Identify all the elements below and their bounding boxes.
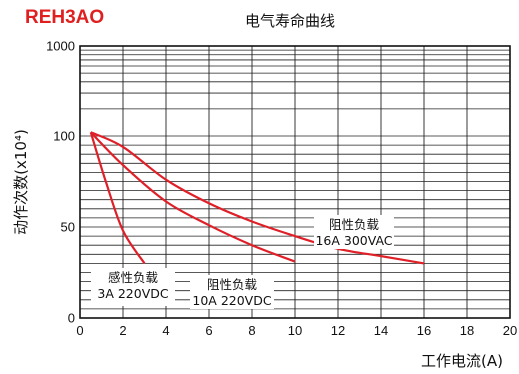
y-tick-label-0: 0 xyxy=(68,311,75,326)
series-label-line1-2: 阻性负载 xyxy=(329,217,380,232)
series-line-0 xyxy=(89,131,146,265)
series-label-bg-0 xyxy=(91,268,175,306)
chart-title: 电气寿命曲线 xyxy=(245,12,335,30)
x-tick-label-8: 16 xyxy=(417,323,431,338)
x-tick-label-9: 18 xyxy=(460,323,474,338)
series-label-line1-1: 阻性负载 xyxy=(207,277,258,292)
x-tick-label-0: 0 xyxy=(76,323,83,338)
series-label-line2-0: 3A 220VDC xyxy=(97,286,169,301)
series-label-bg-2 xyxy=(314,215,394,249)
x-tick-label-7: 14 xyxy=(374,323,388,338)
series-label-line1-0: 感性负载 xyxy=(108,270,159,285)
tick-labels: 0 2 4 6 8 10 12 14 16 18 20 0 50 100 1000 xyxy=(46,39,517,339)
x-tick-label-6: 12 xyxy=(331,323,345,338)
y-tick-label-1: 50 xyxy=(61,220,75,235)
model-label: REH3AO xyxy=(25,7,104,28)
plot-frame xyxy=(79,45,511,319)
series-line-1 xyxy=(90,131,296,263)
y-axis-label: 动作次数(x10⁴) xyxy=(12,129,30,235)
series-line-2 xyxy=(90,131,425,265)
x-tick-label-4: 8 xyxy=(248,323,255,338)
y-tick-label-2: 100 xyxy=(53,129,75,144)
x-tick-label-5: 10 xyxy=(288,323,302,338)
series-label-bg-1 xyxy=(190,275,274,309)
y-tick-label-3: 1000 xyxy=(46,39,75,54)
series-label-line2-1: 10A 220VDC xyxy=(192,293,271,308)
x-tick-label-3: 6 xyxy=(205,323,212,338)
x-axis-label: 工作电流(A) xyxy=(421,352,503,370)
x-tick-label-10: 20 xyxy=(503,323,517,338)
curves xyxy=(89,131,425,265)
x-tick-label-2: 4 xyxy=(162,323,169,338)
series-label-line2-2: 16A 300VAC xyxy=(315,233,392,248)
x-tick-label-1: 2 xyxy=(119,323,126,338)
